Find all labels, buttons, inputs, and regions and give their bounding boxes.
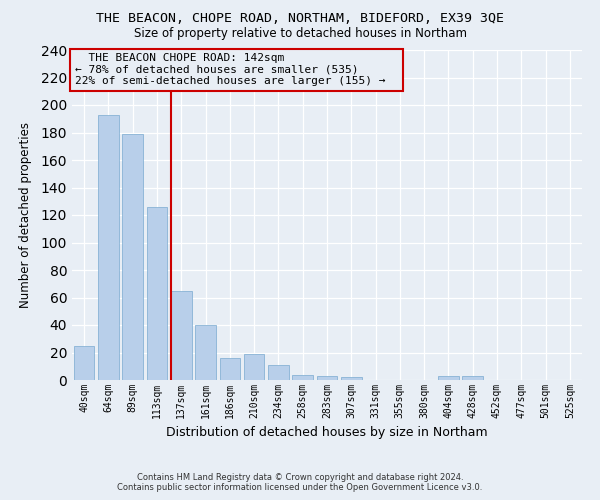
Bar	[268, 365, 289, 380]
Bar	[171, 290, 191, 380]
Bar	[438, 376, 459, 380]
Bar	[244, 354, 265, 380]
Text: Size of property relative to detached houses in Northam: Size of property relative to detached ho…	[133, 28, 467, 40]
X-axis label: Distribution of detached houses by size in Northam: Distribution of detached houses by size …	[166, 426, 488, 440]
Text: THE BEACON CHOPE ROAD: 142sqm
← 78% of detached houses are smaller (535)
22% of : THE BEACON CHOPE ROAD: 142sqm ← 78% of d…	[74, 54, 398, 86]
Text: Contains HM Land Registry data © Crown copyright and database right 2024.
Contai: Contains HM Land Registry data © Crown c…	[118, 473, 482, 492]
Bar	[317, 376, 337, 380]
Bar	[98, 114, 119, 380]
Text: THE BEACON, CHOPE ROAD, NORTHAM, BIDEFORD, EX39 3QE: THE BEACON, CHOPE ROAD, NORTHAM, BIDEFOR…	[96, 12, 504, 26]
Y-axis label: Number of detached properties: Number of detached properties	[19, 122, 32, 308]
Bar	[74, 346, 94, 380]
Bar	[220, 358, 240, 380]
Bar	[195, 325, 216, 380]
Bar	[341, 377, 362, 380]
Bar	[463, 376, 483, 380]
Bar	[146, 207, 167, 380]
Bar	[122, 134, 143, 380]
Bar	[292, 374, 313, 380]
